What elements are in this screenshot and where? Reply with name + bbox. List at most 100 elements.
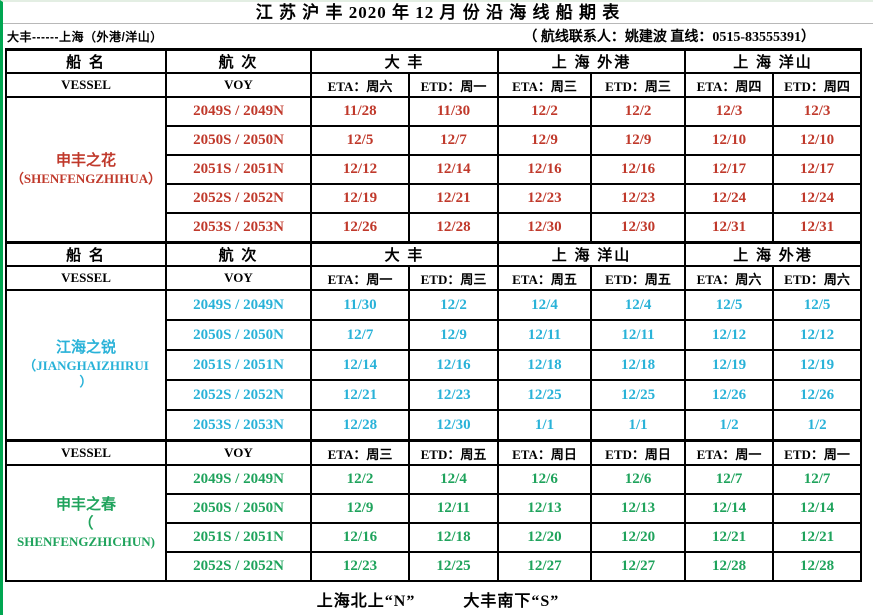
table-row: 2052S / 2052N 12/21 12/23 12/25 12/25 12… <box>6 379 863 411</box>
eta-date: 12/19 <box>684 349 775 381</box>
etd-date: 12/5 <box>772 289 863 321</box>
voyage-number: 2050S / 2050N <box>165 319 312 351</box>
etd-date: 12/6 <box>590 464 687 495</box>
eta-day-header: ETA：周一 <box>684 439 775 466</box>
eta-date: 12/24 <box>684 183 775 214</box>
etd-date: 12/3 <box>772 96 863 127</box>
vessel-name-en: （SHENFENGZHIHUA） <box>10 170 162 186</box>
eta-day-header: ETA：周三 <box>310 439 410 466</box>
port-header-shanghai-waigang: 上 海 外港 <box>497 48 687 74</box>
eta-date: 12/11 <box>497 319 593 351</box>
etd-date: 12/26 <box>772 379 863 411</box>
eta-date: 12/31 <box>684 212 775 244</box>
etd-date: 12/11 <box>590 319 687 351</box>
eta-date: 11/30 <box>310 289 410 321</box>
etd-date: 12/21 <box>407 183 500 214</box>
etd-date: 12/11 <box>407 493 500 524</box>
eta-date: 12/25 <box>497 379 593 411</box>
etd-date: 12/2 <box>590 96 687 127</box>
port-header-dafeng: 大 丰 <box>309 241 500 267</box>
port-header-shanghai-yangshan: 上 海 洋山 <box>684 48 863 74</box>
ship-name-header: 船 名 <box>5 241 167 267</box>
port-header-shanghai-waigang: 上 海 外港 <box>684 241 863 267</box>
table-row: 申丰之春 （ SHENFENGZHICHUN) 2049S / 2049N 12… <box>5 464 863 582</box>
contact-label: （ 航线联系人：姚建波 直线：0515-83555391） <box>523 30 815 45</box>
eta-day-header: ETA：周六 <box>310 72 410 98</box>
voyage-number: 2051S / 2051N <box>165 154 312 185</box>
eta-date: 12/2 <box>497 96 593 127</box>
etd-date: 12/17 <box>772 154 863 185</box>
voyage-number: 2052S / 2052N <box>165 379 312 411</box>
eta-date: 12/16 <box>497 154 593 185</box>
etd-date: 12/13 <box>590 493 687 524</box>
etd-date: 12/2 <box>407 289 500 321</box>
etd-date: 1/2 <box>772 409 863 442</box>
vessel-name-en: （JIANGHAIZHIRUI <box>23 358 149 374</box>
etd-date: 12/28 <box>407 212 500 244</box>
eta-date: 12/5 <box>310 125 410 156</box>
eta-date: 12/7 <box>310 319 410 351</box>
vessel-name-en: ） <box>79 374 93 390</box>
vessel-label: VESSEL <box>5 439 167 466</box>
eta-date: 12/14 <box>310 349 410 381</box>
eta-day-header: ETA：周三 <box>497 72 593 98</box>
etd-date: 12/30 <box>590 212 687 244</box>
etd-date: 12/16 <box>407 349 500 381</box>
eta-date: 12/21 <box>684 522 775 553</box>
etd-date: 12/16 <box>590 154 687 185</box>
eta-date: 12/19 <box>310 183 410 214</box>
voyage-header: 航 次 <box>165 241 312 267</box>
page-title: 江 苏 沪 丰 2020 年 12 月 份 沿 海 线 船 期 表 <box>3 2 873 24</box>
etd-date: 1/1 <box>590 409 687 442</box>
table-row: 申丰之花 （SHENFENGZHIHUA） 2049S / 2049N 11/2… <box>5 96 863 244</box>
eta-day-header: ETA：周四 <box>684 72 775 98</box>
etd-day-header: ETD：周一 <box>772 439 863 466</box>
etd-date: 12/25 <box>590 379 687 411</box>
table-row: 江海之锐 （JIANGHAIZHIRUI ） 2049S / 2049N 11/… <box>5 289 863 442</box>
vessel-name-cn: 申丰之花 <box>55 153 116 169</box>
etd-date: 12/23 <box>407 379 500 411</box>
eta-date: 12/28 <box>684 551 775 582</box>
vessel-name-en: SHENFENGZHICHUN) <box>17 533 155 549</box>
eta-day-header: ETA：周一 <box>310 265 410 291</box>
eta-date: 12/26 <box>310 212 410 244</box>
etd-date: 12/18 <box>407 522 500 553</box>
eta-date: 12/20 <box>497 522 593 553</box>
ship-name-header: 船 名 <box>5 48 167 74</box>
etd-date: 12/19 <box>772 349 863 381</box>
voyage-number: 2051S / 2051N <box>165 349 312 381</box>
section1-port-header-row: 船 名 航 次 大 丰 上 海 外港 上 海 洋山 <box>5 48 863 74</box>
etd-day-header: ETD：周四 <box>772 72 863 98</box>
etd-date: 12/9 <box>590 125 687 156</box>
etd-date: 12/31 <box>772 212 863 244</box>
eta-date: 12/21 <box>310 379 410 411</box>
eta-date: 11/28 <box>310 96 410 127</box>
etd-date: 12/7 <box>772 464 863 495</box>
voyage-number: 2049S / 2049N <box>165 464 312 495</box>
voyage-number: 2049S / 2049N <box>165 289 312 321</box>
eta-date: 12/13 <box>497 493 593 524</box>
etd-date: 12/14 <box>772 493 863 524</box>
voyage-number: 2052S / 2052N <box>165 183 312 214</box>
etd-date: 12/10 <box>772 125 863 156</box>
eta-date: 12/9 <box>497 125 593 156</box>
voyage-number: 2052S / 2052N <box>165 551 312 582</box>
table-row: 2050S / 2050N 12/7 12/9 12/11 12/11 12/1… <box>6 319 863 351</box>
vessel-label: VESSEL <box>5 72 167 98</box>
etd-date: 12/14 <box>407 154 500 185</box>
footer-legend: 上海北上“N” 大丰南下“S” <box>3 582 873 616</box>
etd-date: 12/23 <box>590 183 687 214</box>
etd-date: 12/28 <box>772 551 863 582</box>
voyage-number: 2051S / 2051N <box>165 522 312 553</box>
etd-date: 12/4 <box>407 464 500 495</box>
etd-date: 11/30 <box>407 96 500 127</box>
schedule-table: 船 名 航 次 大 丰 上 海 外港 上 海 洋山 VESSEL VOY ETA… <box>5 48 863 582</box>
section1-column-header-row: VESSEL VOY ETA：周六 ETD：周一 ETA：周三 ETD：周三 E… <box>5 72 863 98</box>
etd-date: 12/7 <box>407 125 500 156</box>
port-header-dafeng: 大 丰 <box>309 48 500 74</box>
etd-date: 12/4 <box>590 289 687 321</box>
section2-port-header-row: 船 名 航 次 大 丰 上 海 洋山 上 海 外港 <box>5 241 863 267</box>
table-row: 2050S / 2050N 12/9 12/11 12/13 12/13 12/… <box>6 493 863 524</box>
eta-date: 12/4 <box>497 289 593 321</box>
section2-column-header-row: VESSEL VOY ETA：周一 ETD：周三 ETA：周五 ETD：周五 E… <box>5 265 863 291</box>
